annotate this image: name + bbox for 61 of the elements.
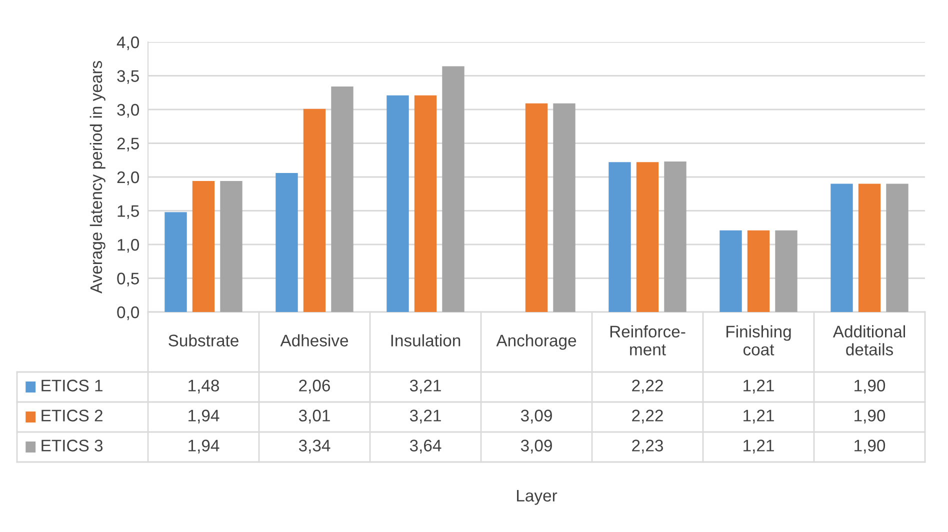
bar: [553, 103, 576, 312]
bar: [608, 162, 631, 312]
bar: [276, 172, 298, 312]
y-tick-label: 1,5: [118, 205, 139, 219]
data-label: 3,09: [520, 410, 552, 424]
bar: [858, 184, 881, 312]
legend-label: ETICS 3: [42, 440, 103, 452]
data-label: 1,90: [854, 410, 886, 424]
data-label: 1,90: [854, 440, 886, 454]
data-label: 2,06: [299, 380, 330, 394]
y-tick-label: 4,0: [116, 36, 140, 50]
x-tick-label: Anchorage: [496, 334, 576, 350]
bar: [220, 181, 242, 312]
x-tick-label: Reinforce- ment: [610, 325, 686, 356]
data-label: 2,22: [632, 410, 663, 424]
y-tick-label: 0,0: [117, 306, 140, 320]
data-label: 1,48: [188, 380, 219, 394]
bar: [386, 95, 409, 312]
data-label: 3,34: [298, 440, 330, 454]
data-label: 3,21: [410, 410, 441, 424]
legend-label: ETICS 2: [42, 410, 102, 422]
data-label: 3,64: [410, 440, 442, 454]
y-axis-title: Average latency period in years: [90, 61, 106, 294]
y-tick-label: 0,5: [117, 272, 139, 286]
data-label: 1,94: [188, 410, 220, 424]
y-tick-label: 2,5: [117, 138, 139, 152]
bar: [775, 230, 798, 312]
y-tick-label: 1,0: [118, 238, 140, 253]
bar: [331, 86, 354, 312]
x-tick-label: Insulation: [391, 334, 460, 346]
data-label: 3,09: [520, 440, 552, 454]
legend-label: ETICS 1: [42, 380, 102, 392]
bar: [830, 184, 853, 312]
bar: [525, 103, 548, 312]
bar: [886, 184, 908, 312]
data-label: 1,21: [744, 410, 774, 424]
data-label: 1,94: [188, 440, 220, 454]
x-tick-label: Additional details: [832, 325, 905, 356]
x-tick-label: Finishing coat: [726, 325, 791, 356]
data-label: 3,21: [410, 380, 441, 394]
data-label: 1,21: [744, 380, 774, 394]
bar: [664, 161, 686, 312]
bar: [747, 230, 770, 312]
data-label: 1,21: [744, 440, 774, 454]
bar: [414, 95, 437, 312]
bar: [164, 212, 187, 312]
data-label: 2,23: [632, 440, 663, 454]
data-label: 2,22: [632, 380, 663, 394]
text: Layer: [517, 490, 558, 505]
y-tick-label: 2,0: [117, 171, 140, 186]
bar: [636, 162, 659, 312]
bar: [303, 108, 326, 312]
x-tick-label: Substrate: [168, 334, 238, 346]
bar: [720, 230, 742, 312]
y-tick-label: 3,0: [117, 104, 140, 118]
bar: [442, 66, 464, 312]
x-tick-label: Adhesive: [280, 334, 348, 346]
y-tick-label: 3,5: [117, 70, 139, 84]
data-label: 3,01: [298, 410, 330, 424]
bar: [192, 181, 215, 312]
data-label: 1,90: [854, 380, 886, 394]
